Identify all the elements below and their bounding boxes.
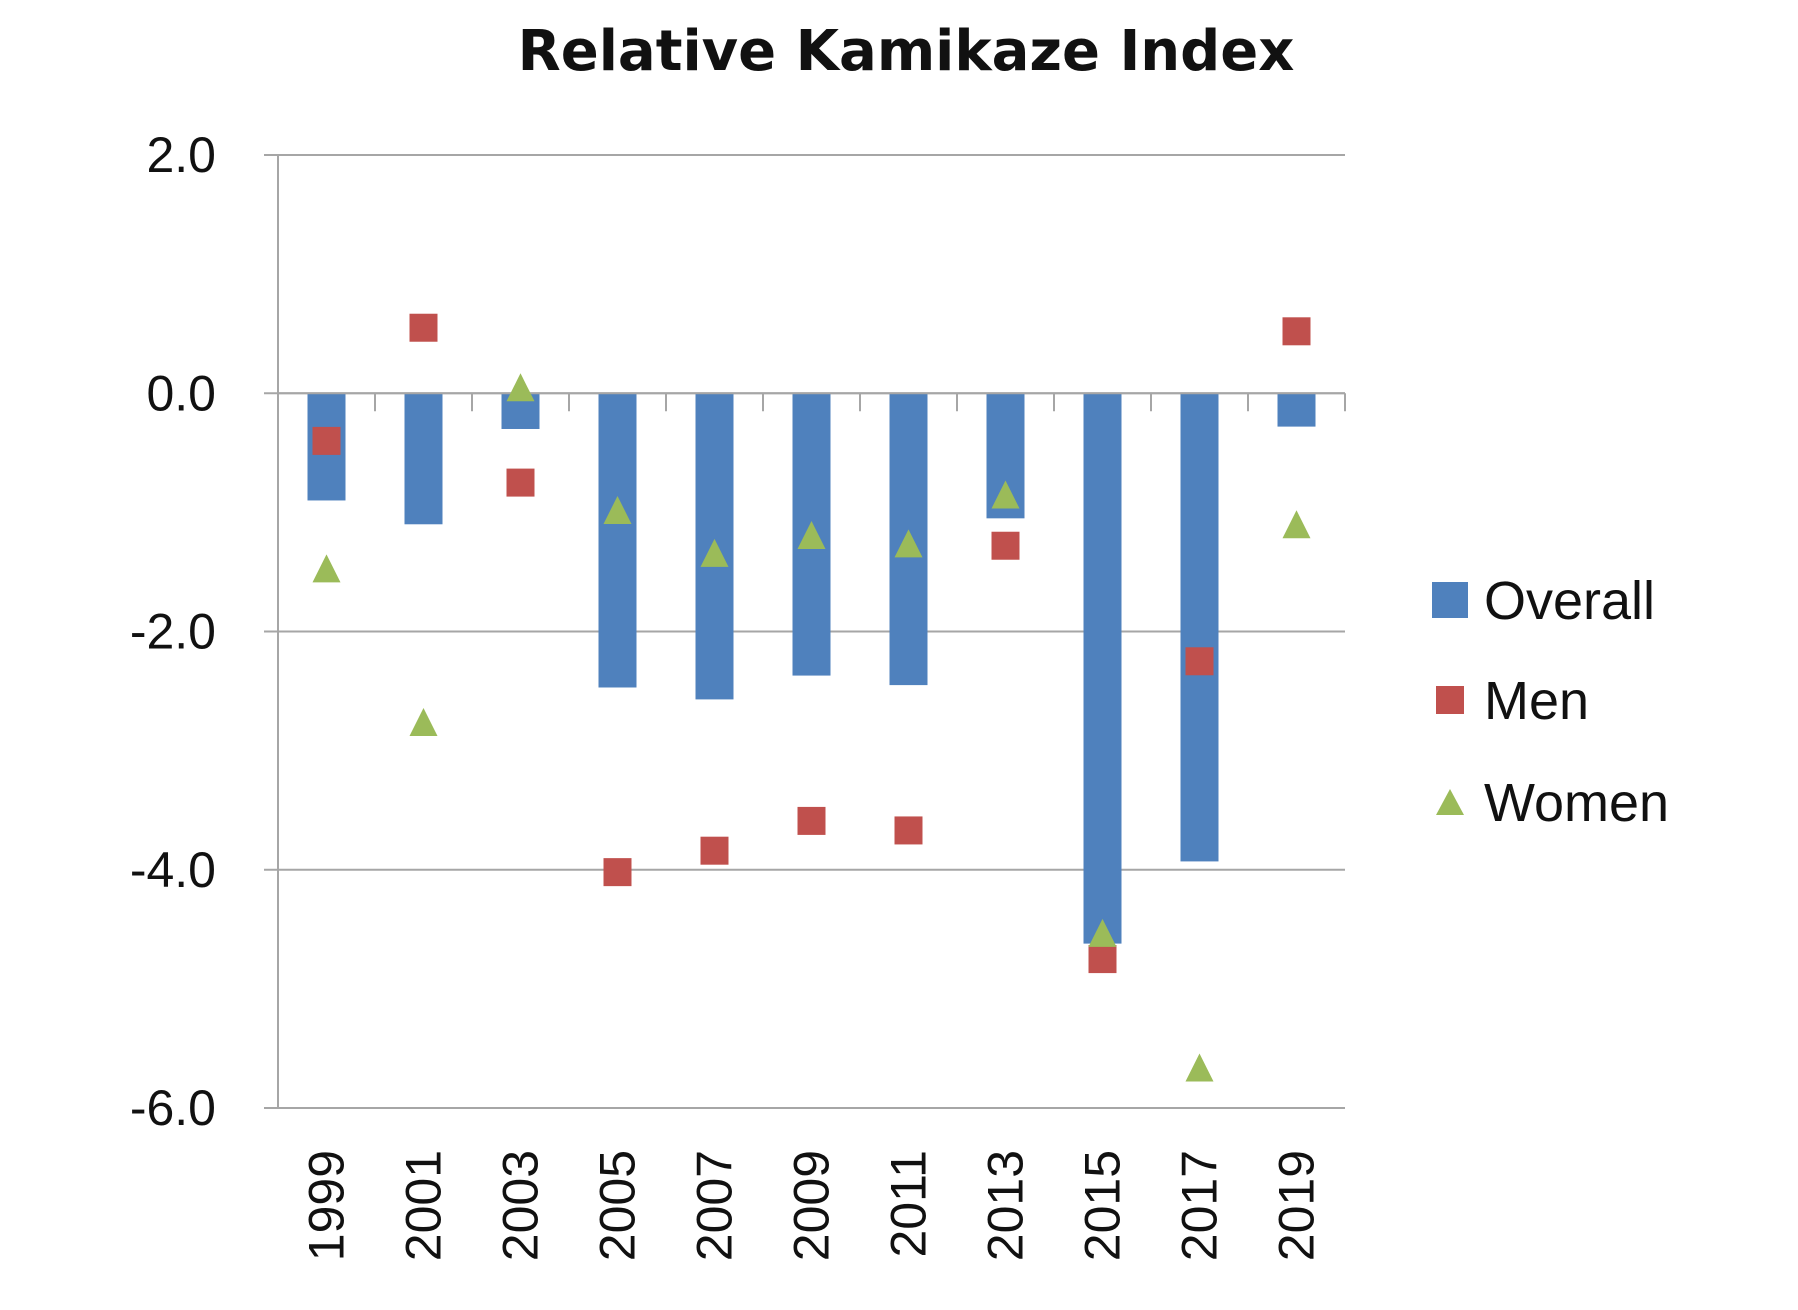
x-tick-label: 2007: [687, 1150, 743, 1261]
bar-overall: [598, 393, 637, 688]
chart-title: Relative Kamikaze Index: [518, 19, 1295, 84]
x-tick-label: 2009: [784, 1150, 840, 1261]
legend-swatch-women: [1436, 789, 1464, 815]
marker-women: [991, 480, 1020, 509]
y-tick-label: -6.0: [130, 1080, 216, 1136]
marker-women: [1185, 1053, 1214, 1082]
marker-women: [894, 529, 923, 558]
marker-men: [603, 858, 632, 887]
marker-men: [1282, 317, 1311, 346]
y-tick-label: 0.0: [146, 365, 216, 421]
marker-men: [1088, 945, 1117, 974]
marker-men: [991, 531, 1020, 560]
marker-men: [506, 468, 535, 497]
legend-label-men: Men: [1484, 671, 1589, 731]
marker-women: [312, 554, 341, 583]
marker-women: [506, 373, 535, 402]
x-tick-label: 2019: [1269, 1150, 1325, 1261]
y-tick-label: 2.0: [146, 127, 216, 183]
marker-women: [1088, 918, 1117, 947]
y-tick-label: -4.0: [130, 842, 216, 898]
plot-area: 2.0 0.0 -2.0 -4.0 -6.0 1999 2001 2003 2005 2007 20…: [130, 127, 1346, 1261]
legend-label-women: Women: [1484, 773, 1669, 833]
marker-women: [1282, 510, 1311, 539]
x-tick-label: 1999: [299, 1150, 355, 1261]
bar-overall: [1180, 393, 1219, 862]
marker-women: [700, 538, 729, 567]
marker-women: [797, 521, 826, 550]
marker-men: [700, 836, 729, 865]
bar-overall: [1083, 393, 1122, 944]
legend-swatch-men: [1436, 686, 1464, 714]
legend-swatch-overall: [1432, 582, 1468, 618]
marker-men: [894, 816, 923, 845]
x-tick-label: 2013: [978, 1150, 1034, 1261]
bar-overall: [404, 393, 443, 525]
marker-men: [409, 313, 438, 342]
x-tick-label: 2017: [1172, 1150, 1228, 1261]
x-tick-label: 2001: [396, 1150, 452, 1261]
marker-women: [603, 495, 632, 524]
marker-men: [312, 426, 341, 455]
marker-men: [797, 806, 826, 835]
legend: Overall Men Women: [1432, 571, 1669, 833]
legend-label-overall: Overall: [1484, 571, 1655, 631]
y-tick-label: -2.0: [130, 604, 216, 660]
marker-men: [1185, 647, 1214, 676]
x-tick-label: 2015: [1075, 1150, 1131, 1261]
bar-overall: [1277, 393, 1316, 427]
x-tick-label: 2011: [881, 1150, 937, 1258]
marker-women: [409, 708, 438, 737]
x-tick-label: 2005: [590, 1150, 646, 1261]
x-tick-label: 2003: [493, 1150, 549, 1261]
